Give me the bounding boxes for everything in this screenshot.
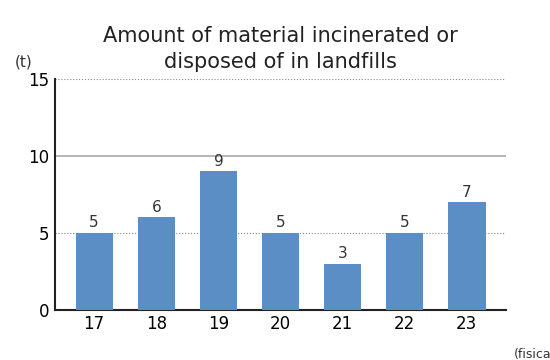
Text: 7: 7 [462,185,472,200]
Bar [75,233,113,310]
Text: (t): (t) [14,55,32,70]
Bar [200,171,237,310]
Bar [386,233,424,310]
Bar [324,264,361,310]
Text: 3: 3 [338,246,348,261]
Bar [138,217,175,310]
Text: 9: 9 [213,154,223,169]
Text: 5: 5 [89,216,99,230]
Text: 5: 5 [400,216,410,230]
Text: 6: 6 [151,200,161,215]
Title: Amount of material incinerated or
disposed of in landfills: Amount of material incinerated or dispos… [103,27,458,72]
Bar [448,202,486,310]
Text: 5: 5 [276,216,285,230]
Bar [262,233,299,310]
Text: (fisical
year): (fisical year) [514,348,550,360]
